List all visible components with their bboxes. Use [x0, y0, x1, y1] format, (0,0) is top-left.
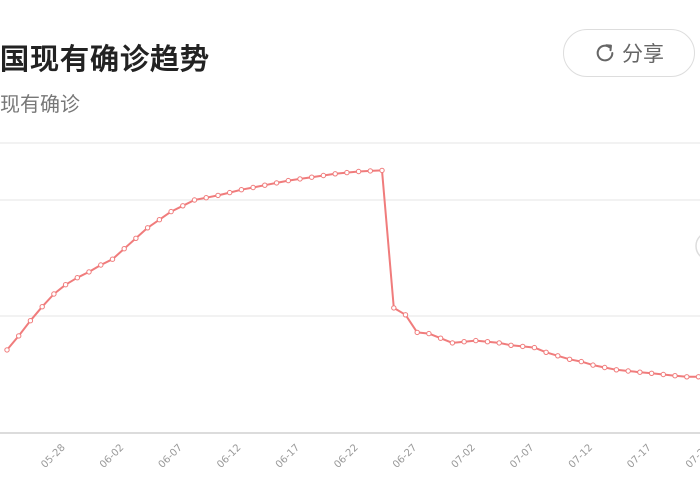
data-point — [555, 353, 561, 359]
x-tick-label: 07-17 — [625, 442, 653, 470]
data-point — [344, 169, 350, 176]
data-point — [309, 174, 315, 180]
data-point — [297, 176, 303, 182]
data-point — [227, 189, 233, 196]
data-point — [367, 168, 373, 174]
data-point — [637, 369, 643, 375]
data-point — [250, 184, 256, 191]
data-point — [496, 340, 502, 346]
x-tick-label: 07-02 — [450, 442, 478, 470]
x-tick-label: 06-22 — [332, 442, 360, 470]
data-point — [414, 329, 420, 336]
chart-title: 国现有确诊趋势 — [0, 42, 211, 76]
x-tick-label: 05-28 — [39, 442, 67, 470]
series-line — [6, 169, 700, 378]
data-point — [660, 371, 666, 378]
x-tick-label: 06-27 — [391, 442, 419, 470]
data-point — [684, 374, 690, 380]
refresh-share-icon — [596, 44, 614, 62]
data-point — [332, 171, 338, 177]
data-point — [133, 235, 139, 242]
data-point — [473, 337, 479, 344]
data-point — [391, 305, 397, 311]
data-point — [27, 318, 34, 324]
share-label: 分享 — [622, 42, 664, 66]
data-point — [590, 362, 596, 368]
data-point — [602, 364, 608, 371]
data-point — [437, 335, 444, 341]
data-point — [121, 246, 127, 252]
data-point — [180, 203, 186, 209]
data-point — [98, 262, 104, 268]
data-point — [215, 192, 221, 199]
data-point — [144, 225, 151, 231]
data-point — [531, 344, 538, 351]
side-control — [695, 235, 700, 257]
data-point — [39, 304, 45, 310]
data-point — [613, 367, 620, 373]
data-point — [484, 339, 491, 345]
data-point — [86, 269, 92, 275]
data-point — [625, 368, 631, 374]
data-point — [355, 168, 362, 175]
chart-subtitle: 现有确诊 — [0, 92, 80, 116]
data-point — [449, 340, 456, 346]
data-point — [520, 343, 526, 350]
data-point — [238, 187, 245, 193]
data-point — [203, 195, 209, 201]
data-point — [285, 177, 291, 184]
x-tick-label: 06-12 — [215, 442, 243, 470]
share-button[interactable]: 分享 — [563, 29, 695, 77]
data-point — [4, 347, 10, 353]
data-point — [62, 282, 69, 288]
data-point — [379, 167, 385, 174]
data-point — [648, 370, 655, 376]
x-tick-label: 06-02 — [98, 442, 126, 470]
x-tick-label: 07-12 — [567, 442, 595, 470]
data-point — [16, 333, 22, 339]
x-tick-label: 06-07 — [157, 442, 185, 470]
data-point — [461, 339, 467, 345]
data-point — [672, 373, 678, 379]
data-point — [566, 356, 573, 362]
data-point — [273, 180, 280, 186]
x-tick-label: 07-22 — [684, 442, 700, 470]
data-point — [426, 330, 432, 337]
data-point — [156, 217, 163, 223]
data-point — [508, 342, 514, 348]
data-point — [168, 208, 174, 215]
data-point — [109, 256, 116, 262]
data-point — [402, 312, 409, 318]
x-tick-label: 07-07 — [508, 442, 536, 470]
data-point — [320, 172, 327, 179]
data-point — [51, 291, 57, 297]
x-tick-label: 06-17 — [274, 442, 302, 470]
data-point — [695, 374, 700, 380]
data-point — [262, 182, 268, 188]
data-point — [74, 275, 81, 281]
data-point — [191, 197, 198, 203]
data-point — [578, 358, 584, 365]
data-point — [543, 349, 549, 355]
